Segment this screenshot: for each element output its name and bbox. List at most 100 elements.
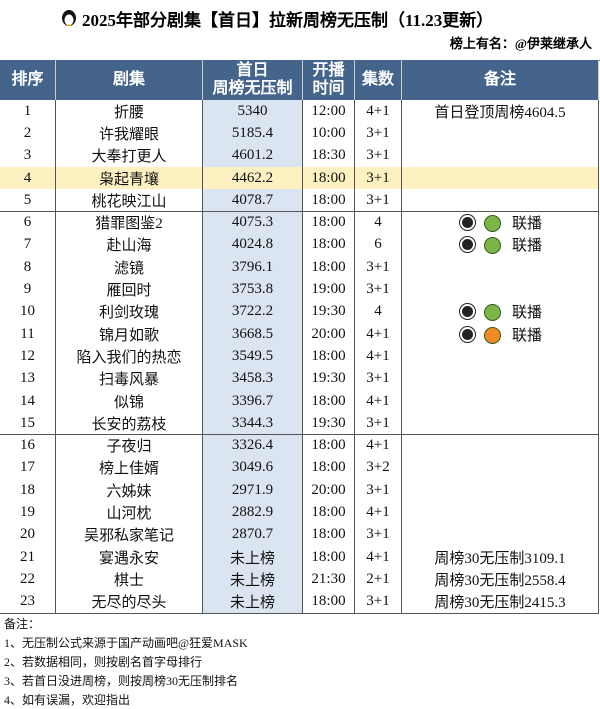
penguin-icon [460,326,475,342]
table-cell: 许我耀眼 [56,122,203,146]
table-cell [402,256,599,280]
table-cell [402,144,599,168]
header-line: 时间 [312,80,345,97]
note-line: 1、无压制公式来源于国产动画吧@狂爱MASK [4,636,248,650]
table-cell: 3+1 [355,590,402,614]
table-cell: 子夜归 [56,434,203,458]
table-cell: 15 [0,412,56,436]
table-cell: 枭起青壤 [56,166,203,191]
table-cell: 4601.2 [203,144,303,168]
table-cell: 陷入我们的热恋 [56,345,203,369]
table-cell: 锦月如歌 [56,323,203,347]
table-cell: 22 [0,568,56,592]
table-cell: 9 [0,278,56,302]
table-cell: 4+1 [355,434,402,458]
penguin-icon [460,304,475,320]
table-cell [402,479,599,503]
table-cell: 18:00 [303,389,355,414]
table-cell: 18:00 [303,546,355,570]
column-header: 集数 [355,60,402,101]
table-cell: 18:00 [303,523,355,547]
table-cell: 桃花映江山 [56,189,203,213]
table-cell: 18:00 [303,434,355,458]
table-cell: 3049.6 [203,456,303,481]
table-cell: 3396.7 [203,389,303,414]
table-cell [402,166,599,191]
note-line: 3、若首日没进周榜，则按周榜30无压制排名 [4,674,239,688]
table-cell: 猎罪图鉴2 [56,211,203,235]
table-cell: 18:00 [303,189,355,213]
table-cell: 3753.8 [203,278,303,302]
table-cell: 18 [0,479,56,503]
table-cell: 雁回时 [56,278,203,302]
table-cell: 18:30 [303,144,355,168]
table-cell: 19:30 [303,367,355,391]
table-cell: 14 [0,389,56,414]
table-cell: 18:00 [303,501,355,525]
table-cell: 12 [0,345,56,369]
table-cell: 18:00 [303,456,355,481]
table-cell: 2870.7 [203,523,303,547]
table-cell: 3458.3 [203,367,303,391]
table-cell: 滤镜 [56,256,203,280]
table-cell: 20:00 [303,323,355,347]
table-cell [402,122,599,146]
table-cell: 4075.3 [203,211,303,235]
table-cell: 3549.5 [203,345,303,369]
table-cell: 未上榜 [203,546,303,570]
note-line: 4、如有误漏，欢迎指出 [4,693,131,707]
table-cell: 5185.4 [203,122,303,146]
table-cell: 7 [0,233,56,258]
table-cell: 18:00 [303,233,355,258]
table-cell: 18:00 [303,211,355,235]
table: 排序 剧集 首日 周榜无压制 开播 时间 集数 备注 1 折腰 5340 12:00 4+1 首日登顶周榜… [0,60,600,614]
title: 2025年部分剧集【首日】拉新周榜无压制（11.23更新） [82,11,494,30]
table-cell: 4078.7 [203,189,303,213]
table-cell [402,456,599,481]
table-cell: 4 [0,166,56,191]
column-header: 开播 时间 [303,60,355,101]
header-line: 集数 [361,71,394,88]
header-line: 开播 [312,62,345,79]
table-cell: 19 [0,501,56,525]
column-header: 剧集 [56,60,203,101]
table-cell: 6 [0,211,56,235]
table-cell: 6 [355,233,402,258]
table-cell: 2971.9 [203,479,303,503]
table-cell [402,367,599,391]
penguin-icon [460,215,475,230]
table-cell: 3+1 [355,479,402,503]
table-cell: 赴山海 [56,233,203,258]
table-cell: 3+1 [355,367,402,391]
header-line: 备注 [483,71,516,88]
table-cell: 1 [0,100,56,124]
table-cell: 周榜30无压制2415.3 [402,590,599,614]
table-cell [402,523,599,547]
table-cell: 3344.3 [203,412,303,436]
table-cell: 4+1 [355,546,402,570]
table-cell: 周榜30无压制2558.4 [402,568,599,592]
table-cell: 3+1 [355,144,402,168]
table-cell: 16 [0,434,56,458]
table-cell [402,434,599,458]
table-cell: 山河枕 [56,501,203,525]
table-cell: 4024.8 [203,233,303,258]
table-cell: 23 [0,590,56,614]
table-cell: 2882.9 [203,501,303,525]
table-cell: 21:30 [303,568,355,592]
table-cell: 18:00 [303,590,355,614]
table-cell: 无尽的尽头 [56,590,203,614]
table-cell: 4+1 [355,345,402,369]
table-cell: 3326.4 [203,434,303,458]
table-cell: 3+2 [355,456,402,481]
table-cell: 10 [0,300,56,324]
table-cell: 榜上佳婿 [56,456,203,481]
table-cell: 2+1 [355,568,402,592]
table-cell: 5340 [203,100,303,124]
table-cell: 3+1 [355,278,402,302]
table-cell: 3668.5 [203,323,303,347]
table-cell: 未上榜 [203,590,303,614]
table-cell: 17 [0,456,56,481]
header-line: 周榜无压制 [212,80,293,97]
table-cell: 4462.2 [203,166,303,191]
